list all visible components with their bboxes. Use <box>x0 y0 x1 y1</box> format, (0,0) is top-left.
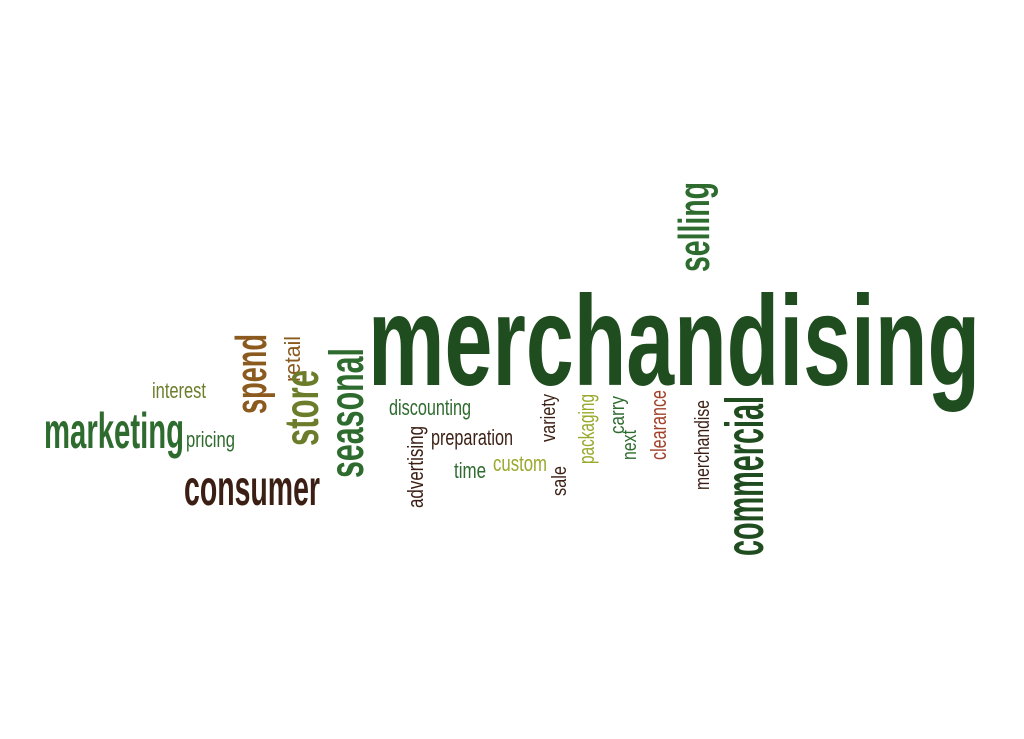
word-discounting: discounting <box>389 395 471 420</box>
word-seasonal: seasonal <box>321 348 374 478</box>
word-retail: retail <box>280 336 305 382</box>
word-clearance: clearance <box>646 390 671 460</box>
word-next: next <box>619 430 641 460</box>
word-spend: spend <box>227 334 276 414</box>
word-selling: selling <box>670 182 719 272</box>
word-time: time <box>454 458 486 483</box>
word-interest: interest <box>152 378 206 403</box>
word-advertising: advertising <box>403 426 428 508</box>
word-variety: variety <box>538 394 560 442</box>
word-preparation: preparation <box>431 425 513 450</box>
word-store: store <box>276 370 329 446</box>
word-custom: custom <box>493 451 547 476</box>
word-carry: carry <box>607 396 629 434</box>
word-commercial: commercial <box>715 396 775 556</box>
word-packaging: packaging <box>574 394 599 464</box>
word-merchandising: merchandising <box>368 270 980 413</box>
word-merchandise: merchandise <box>692 400 714 490</box>
word-marketing: marketing <box>44 403 184 459</box>
word-consumer: consumer <box>184 460 320 516</box>
word-sale: sale <box>549 466 571 496</box>
word-pricing: pricing <box>186 427 235 452</box>
